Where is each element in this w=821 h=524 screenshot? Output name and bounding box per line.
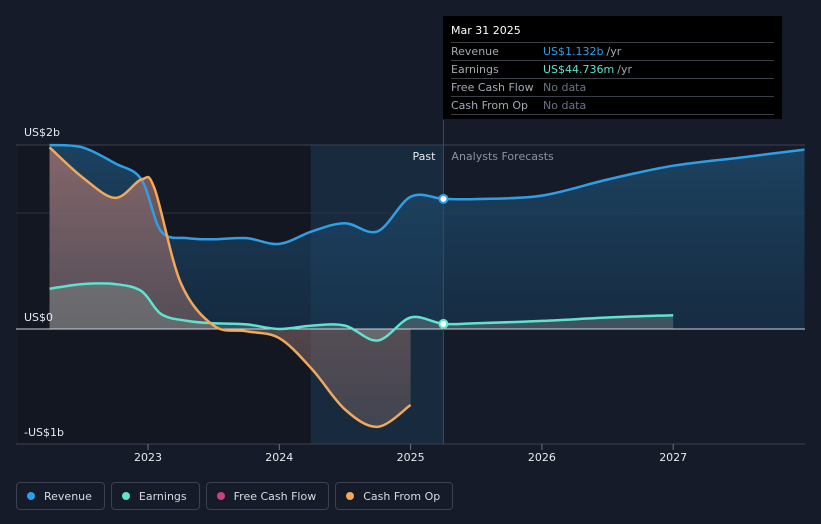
legend-dot-icon	[216, 492, 225, 500]
revenue-area	[49, 145, 805, 329]
legend-label: Cash From Op	[363, 489, 441, 503]
legend-item-cash-from-op[interactable]: Cash From Op	[335, 482, 454, 510]
tooltip-row-revenue: Revenue US$1.132b /yr	[451, 43, 774, 61]
legend-item-free-cash-flow[interactable]: Free Cash Flow	[205, 482, 330, 510]
revenue-line	[49, 143, 805, 246]
legend-item-revenue[interactable]: Revenue	[16, 482, 105, 510]
x-tick-label: 2027	[659, 451, 687, 464]
earnings-area	[49, 283, 674, 341]
forecast-label: Analysts Forecasts	[451, 150, 554, 163]
legend-dot-icon	[121, 492, 130, 500]
y-tick-label: US$0	[24, 311, 53, 324]
revenue-marker	[438, 193, 449, 204]
x-tick-label: 2024	[265, 451, 293, 464]
tooltip-label: Earnings	[451, 63, 499, 76]
cash-from-op-line	[48, 146, 412, 429]
legend-label: Revenue	[44, 489, 92, 503]
y-tick-label: US$2b	[24, 126, 60, 139]
tooltip-value: US$1.132b	[543, 45, 604, 58]
x-tick-label: 2025	[397, 451, 425, 464]
tooltip-value: No data	[543, 81, 587, 94]
earnings-marker	[438, 318, 449, 329]
x-tick-label: 2026	[528, 451, 556, 464]
tooltip-date: Mar 31 2025	[451, 22, 774, 43]
earnings-line	[49, 282, 674, 342]
tooltip-panel: Mar 31 2025 Revenue US$1.132b /yr Earnin…	[443, 16, 782, 119]
cash-from-op-area	[49, 147, 411, 427]
tooltip-row-free-cash-flow: Free Cash Flow No data	[451, 79, 774, 97]
tooltip-unit: /yr	[606, 45, 622, 58]
legend-dot-icon	[346, 492, 355, 500]
tooltip-row-earnings: Earnings US$44.736m /yr	[451, 61, 774, 79]
legend-label: Free Cash Flow	[233, 489, 317, 503]
chart-legend: Revenue Earnings Free Cash Flow Cash Fro…	[16, 482, 454, 510]
tooltip-value: US$44.736m	[543, 63, 615, 76]
tooltip-unit: /yr	[617, 63, 632, 76]
y-tick-label: -US$1b	[24, 426, 64, 439]
legend-item-earnings[interactable]: Earnings	[110, 482, 200, 510]
tooltip-label: Cash From Op	[451, 99, 529, 112]
legend-dot-icon	[27, 492, 35, 500]
past-label: Past	[412, 150, 436, 163]
x-tick-label: 2023	[134, 451, 162, 464]
tooltip-row-cash-from-op: Cash From Op No data	[451, 97, 774, 115]
tooltip-label: Free Cash Flow	[451, 81, 534, 94]
legend-label: Earnings	[138, 489, 187, 503]
tooltip-value: No data	[543, 99, 587, 112]
tooltip-label: Revenue	[451, 45, 499, 58]
earnings-revenue-chart: US$2b US$0 -US$1b 2023 2024 2025 2026 2027 Past A…	[16, 120, 805, 464]
